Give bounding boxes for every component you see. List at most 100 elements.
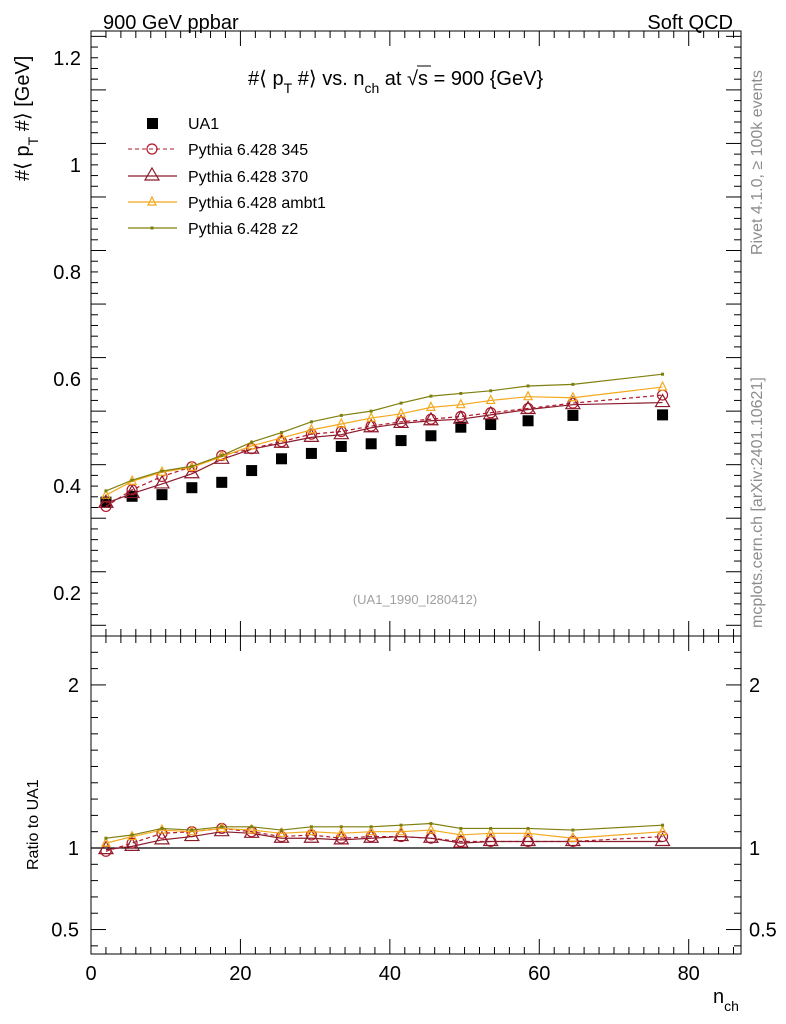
main-point-z2 [220, 454, 224, 458]
main-point-data [216, 476, 228, 488]
main-point-ambt1 [306, 423, 317, 434]
main-point-p370 [482, 405, 499, 420]
ratio-point-ambt1 [276, 826, 287, 837]
ratio-frame [90, 635, 742, 955]
main-point-ambt1 [396, 407, 407, 418]
x-tick-label: 60 [528, 963, 550, 985]
ratio-point-ambt1 [523, 826, 534, 837]
main-point-z2 [661, 372, 665, 376]
ratio-point-ambt1 [396, 825, 407, 836]
ratio-series-p370 [97, 822, 671, 855]
ratio-y-tick-label-left: 2 [68, 675, 79, 697]
main-point-data [186, 482, 198, 494]
main-point-data [305, 447, 317, 459]
main-point-p370 [153, 474, 171, 489]
ratio-point-z2 [459, 826, 463, 830]
main-point-z2 [459, 391, 463, 395]
main-point-ambt1 [216, 450, 227, 461]
main-point-p370 [333, 425, 350, 440]
main-point-data [395, 435, 407, 447]
main-point-data [485, 419, 497, 431]
main-point-ambt1 [366, 411, 377, 422]
main-point-ambt1 [567, 391, 578, 402]
main-point-z2 [190, 464, 194, 468]
main-series-p370 [97, 393, 671, 508]
main-series-data [100, 409, 669, 508]
main-point-data [276, 453, 288, 465]
legend-label-345: Pythia 6.428 345 [188, 142, 308, 159]
main-point-z2 [104, 489, 108, 493]
ratio-point-p345 [275, 830, 288, 843]
main-point-z2 [309, 420, 313, 424]
main-point-z2 [399, 401, 403, 405]
header-right: Soft QCD [647, 12, 733, 34]
main-point-z2 [339, 413, 343, 417]
ratio-point-ambt1 [366, 825, 377, 836]
ratio-point-z2 [130, 833, 134, 837]
ratio-y-tick-label-right: 2 [749, 675, 760, 697]
ratio-point-ambt1 [100, 836, 111, 847]
ratio-y-tick-label-left: 1 [68, 838, 79, 860]
main-point-ambt1 [246, 439, 257, 450]
main-point-ambt1 [336, 417, 347, 428]
main-point-p370 [393, 414, 410, 429]
main-line-z2 [105, 373, 663, 492]
main-point-p370 [124, 484, 141, 499]
main-point-data [657, 409, 669, 421]
y-tick-label: 0.4 [53, 476, 81, 498]
ratio-point-ambt1 [455, 828, 466, 839]
legend: UA1 Pythia 6.428 345 Pythia 6.428 370 Py… [128, 116, 326, 238]
ratio-series-ambt1 [100, 822, 668, 847]
main-point-z2 [526, 384, 530, 388]
main-point-p370 [654, 393, 671, 408]
main-point-p370 [520, 400, 537, 415]
main-point-p370 [303, 428, 320, 442]
ratio-point-z2 [160, 826, 164, 830]
ratio-line-p370 [105, 831, 663, 851]
ratio-point-ambt1 [485, 826, 496, 837]
ratio-point-z2 [526, 826, 530, 830]
main-point-ambt1 [127, 474, 138, 485]
main-line-ambt1 [105, 386, 663, 496]
main-point-ambt1 [657, 380, 668, 391]
main-point-p345 [100, 500, 112, 513]
legend-label-ua1: UA1 [188, 116, 219, 133]
legend-marker-345 [146, 143, 158, 155]
ratio-y-tick-label-right: 0.5 [749, 920, 777, 942]
x-tick-label: 0 [85, 963, 96, 985]
ratio-point-z2 [220, 825, 224, 829]
ratio-point-ambt1 [246, 823, 257, 834]
main-point-data [522, 415, 534, 427]
y-tick-label: 0.2 [53, 583, 81, 605]
ratio-point-ambt1 [657, 825, 668, 836]
main-point-p345 [275, 436, 288, 448]
main-point-z2 [489, 389, 493, 393]
legend-label-z2: Pythia 6.428 z2 [188, 221, 298, 238]
ratio-point-ambt1 [425, 823, 436, 834]
main-point-z2 [250, 440, 254, 444]
ratio-point-ambt1 [336, 826, 347, 837]
ratio-point-ambt1 [186, 825, 197, 836]
x-axis-label: nch [713, 986, 739, 1014]
ratio-series-layer [97, 822, 671, 857]
ratio-point-z2 [429, 822, 433, 826]
x-tick-labels: 0 20 40 60 80 [85, 963, 699, 985]
main-point-p370 [422, 411, 439, 426]
main-point-data [567, 409, 579, 421]
ratio-y-tick-label-right: 1 [749, 838, 760, 860]
main-point-p370 [363, 418, 380, 433]
main-line-p345 [105, 394, 663, 507]
main-point-data [365, 438, 377, 450]
main-point-z2 [369, 409, 373, 413]
main-tick-marks [90, 31, 741, 636]
header-left: 900 GeV ppbar [103, 12, 239, 34]
ratio-point-z2 [280, 828, 284, 832]
main-series-p345 [100, 389, 669, 513]
ratio-point-p345 [455, 835, 467, 848]
ratio-point-p370 [153, 830, 171, 845]
y-tick-label: 1 [70, 155, 81, 177]
main-point-data [455, 421, 467, 433]
legend-marker-ua1 [147, 118, 158, 129]
ratio-point-p370 [363, 829, 380, 843]
ratio-point-p370 [482, 832, 499, 847]
